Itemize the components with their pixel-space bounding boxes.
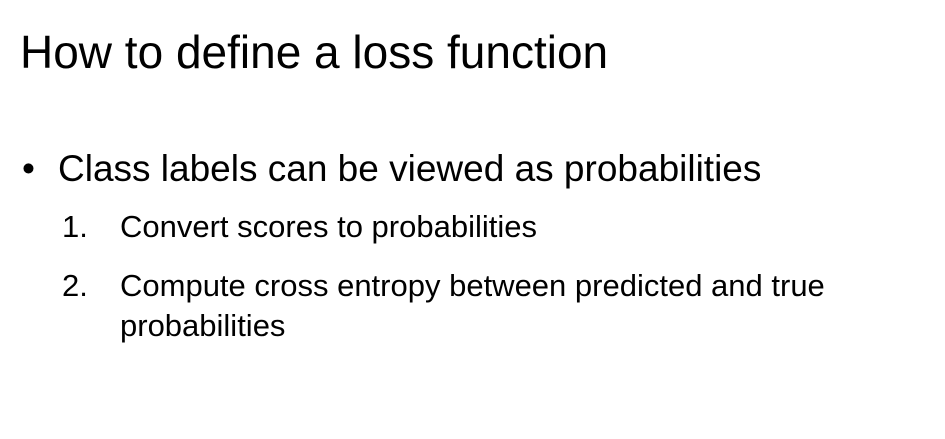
bullet-item: • Class labels can be viewed as probabili… xyxy=(22,145,922,193)
item-text: Compute cross entropy between predicted … xyxy=(120,268,825,343)
bullet-text: Class labels can be viewed as probabilit… xyxy=(58,148,762,189)
numbered-item-1: 1. Convert scores to probabilities xyxy=(62,207,922,247)
numbered-item-2: 2. Compute cross entropy between predict… xyxy=(62,266,922,346)
item-number: 2. xyxy=(62,268,88,303)
item-text: Convert scores to probabilities xyxy=(120,209,537,244)
item-number: 1. xyxy=(62,209,88,244)
slide-title: How to define a loss function xyxy=(20,26,609,78)
bullet-marker: • xyxy=(22,148,35,189)
